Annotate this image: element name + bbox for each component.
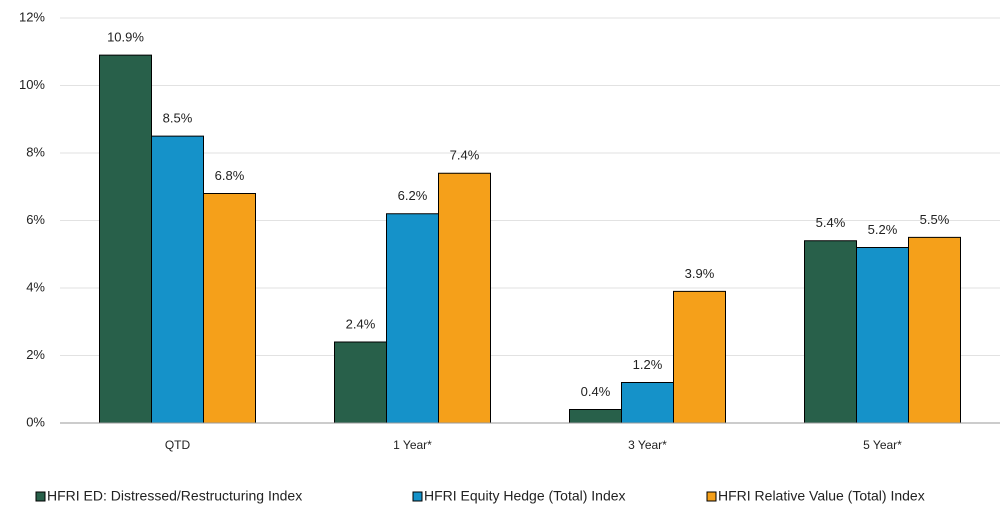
data-label: 2.4%: [346, 316, 376, 331]
legend-label: HFRI Relative Value (Total) Index: [718, 488, 925, 504]
bar: [203, 193, 256, 424]
bar: [673, 290, 726, 424]
bar: [621, 382, 674, 424]
legend-label: HFRI ED: Distressed/Restructuring Index: [47, 488, 302, 504]
bar: [804, 240, 857, 424]
legend-marker: [706, 491, 717, 502]
legend-marker: [35, 491, 46, 502]
data-label: 6.8%: [215, 168, 245, 183]
y-tick-label: 10%: [19, 77, 45, 92]
data-label: 7.4%: [450, 148, 480, 163]
bar: [569, 409, 622, 424]
data-label: 6.2%: [398, 188, 428, 203]
bar: [856, 247, 909, 424]
y-tick-label: 12%: [19, 9, 45, 24]
x-tick-label: 3 Year*: [628, 438, 667, 452]
x-tick-label: 1 Year*: [393, 438, 432, 452]
bar: [99, 54, 152, 424]
data-label: 5.4%: [816, 215, 846, 230]
bar: [908, 236, 961, 424]
y-tick-label: 0%: [26, 414, 45, 429]
data-label: 8.5%: [163, 111, 193, 126]
bar: [438, 172, 491, 424]
data-label: 3.9%: [685, 266, 715, 281]
data-label: 10.9%: [107, 30, 144, 45]
x-tick-label: 5 Year*: [863, 438, 902, 452]
y-tick-label: 6%: [26, 212, 45, 227]
data-label: 0.4%: [581, 384, 611, 399]
bar: [151, 135, 204, 424]
y-tick-label: 2%: [26, 347, 45, 362]
x-tick-label: QTD: [165, 438, 191, 452]
y-tick-label: 8%: [26, 144, 45, 159]
data-label: 5.5%: [920, 212, 950, 227]
data-label: 5.2%: [868, 222, 898, 237]
bar: [386, 213, 439, 424]
data-label: 1.2%: [633, 357, 663, 372]
legend-label: HFRI Equity Hedge (Total) Index: [424, 488, 626, 504]
bar: [334, 341, 387, 424]
legend-marker: [412, 491, 423, 502]
y-tick-label: 4%: [26, 279, 45, 294]
